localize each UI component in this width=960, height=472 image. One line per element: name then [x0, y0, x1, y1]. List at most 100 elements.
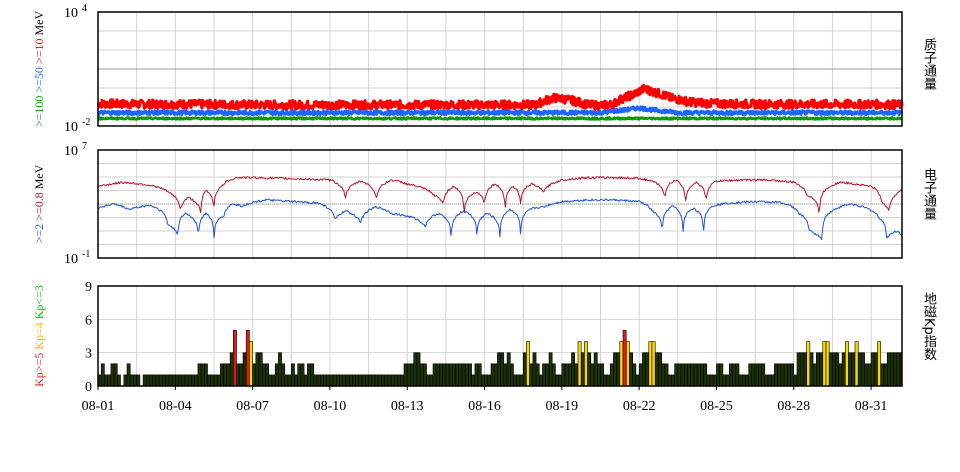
- kp-bar: [712, 374, 717, 387]
- x-tick-label: 08-04: [159, 399, 192, 414]
- kp-bar: [709, 374, 714, 387]
- kp-bar: [796, 352, 801, 387]
- kp-bar: [513, 374, 518, 387]
- kp-bar: [223, 363, 228, 387]
- kp-bar: [146, 374, 150, 387]
- x-tick-label: 08-10: [314, 399, 347, 414]
- kp-bar: [654, 352, 659, 387]
- y-tick-label: 0: [85, 380, 92, 395]
- y-tick-label: 3: [85, 347, 92, 362]
- kp-panel-title: 地磁Kp指数: [921, 292, 936, 361]
- kp-bar: [233, 330, 237, 387]
- x-tick-label: 08-13: [391, 399, 424, 414]
- kp-bar: [426, 374, 431, 387]
- kp-bar: [848, 352, 853, 387]
- electron-legend-text: >=2 >=0.8 MeV: [32, 164, 46, 243]
- kp-bar: [152, 374, 157, 387]
- kp-bar: [252, 363, 257, 387]
- kp-bar: [487, 374, 492, 387]
- kp-bar: [738, 374, 743, 387]
- kp-bar: [126, 363, 131, 387]
- kp-bar: [113, 363, 118, 387]
- kp-bar: [613, 352, 617, 387]
- kp-bar: [123, 374, 128, 387]
- kp-bar: [326, 374, 331, 387]
- y-tick-label: 6: [85, 313, 92, 328]
- kp-bar: [548, 352, 553, 387]
- kp-bar: [783, 363, 788, 387]
- kp-bar: [384, 374, 389, 387]
- kp-bar: [162, 374, 166, 387]
- kp-bar: [171, 374, 176, 387]
- kp-bar: [361, 374, 366, 387]
- legend-entry: Kp<=3: [32, 285, 46, 322]
- x-tick-label: 08-25: [700, 399, 733, 414]
- legend-entry: >=2: [32, 224, 46, 244]
- kp-bar: [509, 363, 514, 387]
- kp-bar: [799, 352, 804, 387]
- kp-bar: [236, 363, 241, 387]
- kp-bar: [790, 363, 795, 387]
- kp-bar: [622, 330, 627, 387]
- kp-bar: [838, 363, 843, 387]
- kp-bar: [352, 374, 357, 387]
- kp-bar: [213, 374, 218, 387]
- kp-bar: [819, 352, 824, 387]
- kp-bar: [181, 374, 186, 387]
- kp-bar: [770, 374, 775, 387]
- kp-bar: [261, 363, 266, 387]
- kp-bar: [584, 341, 588, 387]
- kp-bar: [187, 374, 192, 387]
- kp-bar: [625, 341, 630, 387]
- kp-bar: [278, 352, 282, 387]
- kp-bar: [600, 363, 605, 387]
- kp-bar: [371, 374, 376, 387]
- proton-series-0: [96, 83, 904, 111]
- kp-bar: [793, 374, 798, 387]
- kp-bar: [281, 363, 286, 387]
- kp-bar: [545, 363, 550, 387]
- kp-bar: [825, 341, 830, 387]
- kp-bar: [596, 363, 601, 387]
- kp-bar: [358, 374, 363, 387]
- electron-series-1: [97, 198, 903, 241]
- kp-bar: [377, 374, 382, 387]
- kp-bar: [664, 363, 669, 387]
- kp-bar: [287, 374, 292, 387]
- kp-bar: [732, 363, 737, 387]
- kp-bar: [558, 374, 563, 387]
- kp-bar: [555, 374, 559, 387]
- kp-bar: [812, 363, 817, 387]
- kp-bar: [133, 374, 137, 387]
- kp-bar: [522, 352, 527, 387]
- kp-bar: [593, 352, 598, 387]
- kp-bar: [629, 352, 634, 387]
- proton-y-tick-labels: 10 4 10 -2: [64, 3, 90, 135]
- kp-bar: [529, 363, 534, 387]
- kp-bar: [883, 363, 888, 387]
- kp-bar: [893, 352, 898, 387]
- kp-bar: [451, 363, 456, 387]
- kp-bar: [445, 363, 450, 387]
- kp-bar: [117, 374, 121, 387]
- y-tick-exponent: 7: [82, 141, 87, 152]
- kp-bar: [700, 363, 704, 387]
- kp-bar: [468, 363, 472, 387]
- proton-panel-title: 质子通量: [921, 38, 936, 90]
- kp-bar: [461, 363, 466, 387]
- x-tick-label: 08-16: [468, 399, 501, 414]
- kp-bar: [210, 374, 215, 387]
- kp-bar: [435, 363, 440, 387]
- legend-entry: Kp>=5: [32, 353, 46, 387]
- kp-bar: [754, 363, 759, 387]
- kp-bar: [828, 352, 833, 387]
- x-axis: 08-01 08-04 08-07 08-10 08-13 08-16 08-19 08-22…: [82, 386, 887, 414]
- kp-bar: [890, 352, 894, 387]
- kp-bar: [761, 363, 766, 387]
- kp-bar: [191, 374, 195, 387]
- kp-bar: [603, 374, 608, 387]
- kp-bar: [168, 374, 173, 387]
- kp-bar: [780, 363, 785, 387]
- kp-bar: [873, 352, 878, 387]
- kp-bar: [497, 352, 501, 387]
